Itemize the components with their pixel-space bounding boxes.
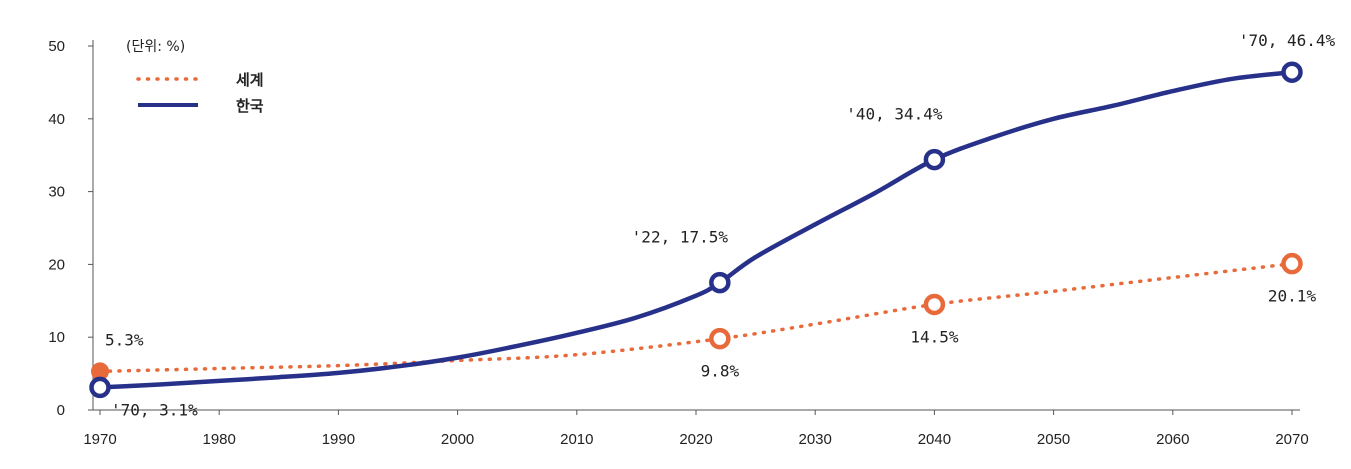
- marker-world-2070: [1281, 252, 1303, 275]
- data-label-korea-1970: '70, 3.1%: [111, 400, 198, 419]
- x-tick-label: 2000: [441, 431, 474, 448]
- marker-world-2040: [923, 293, 946, 316]
- x-tick-label: 1990: [322, 431, 355, 448]
- y-tick-label: 20: [48, 256, 65, 273]
- y-tick-label: 10: [48, 329, 65, 346]
- legend-label-korea: 한국: [236, 97, 264, 115]
- unit-label: (단위: %): [126, 39, 185, 55]
- x-tick-label: 2010: [560, 431, 593, 448]
- data-label-world-2022: 9.8%: [701, 362, 740, 381]
- marker-korea-2022: [709, 271, 731, 294]
- data-label-world-2040: 14.5%: [910, 327, 959, 346]
- chart-legend: (단위: %) 세계 한국: [126, 39, 264, 115]
- x-tick-label: 2050: [1037, 431, 1070, 448]
- y-tick-label: 0: [57, 402, 65, 419]
- marker-korea-1970: [89, 376, 111, 399]
- x-tick-label: 2070: [1275, 431, 1308, 448]
- legend-label-world: 세계: [236, 71, 264, 89]
- data-label-korea-2022: '22, 17.5%: [632, 228, 729, 247]
- x-tick-label: 2060: [1156, 431, 1189, 448]
- marker-korea-2070: [1281, 61, 1303, 83]
- x-tick-label: 1980: [203, 431, 236, 448]
- chart-marker-layer: 9.8% 14.5% 20.1% 5.3% '70, 3.1% '22, 17.5% '40…: [89, 31, 1336, 419]
- x-tick-label: 2040: [918, 431, 951, 448]
- x-tick-label: 1970: [83, 431, 116, 448]
- data-label-korea-2040: '40, 34.4%: [846, 105, 943, 124]
- y-tick-label: 40: [48, 111, 65, 128]
- marker-korea-2040: [923, 148, 946, 171]
- marker-world-2022: [709, 327, 731, 350]
- y-tick-label: 50: [48, 38, 65, 55]
- y-tick-label: 30: [48, 184, 65, 201]
- data-label-korea-2070: '70, 46.4%: [1239, 31, 1336, 50]
- data-label-world-1970: 5.3%: [105, 330, 144, 349]
- x-tick-label: 2030: [799, 431, 832, 448]
- data-label-world-2070: 20.1%: [1268, 287, 1317, 306]
- x-tick-label: 2020: [679, 431, 712, 448]
- series-line-world: [98, 261, 1294, 374]
